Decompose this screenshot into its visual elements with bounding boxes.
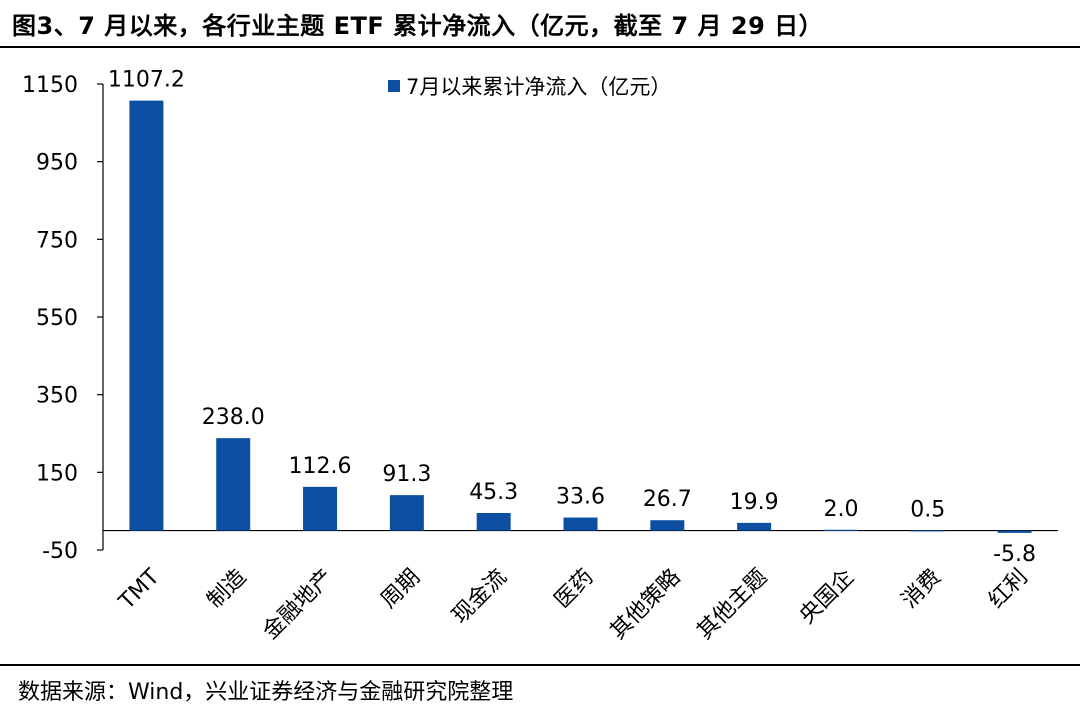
bar <box>476 512 511 531</box>
x-tick-label: 周期 <box>376 565 425 614</box>
legend-swatch <box>388 80 400 92</box>
data-label: 91.3 <box>382 462 431 487</box>
x-tick-label: 制造 <box>203 565 252 614</box>
bar <box>910 530 945 532</box>
data-label: 112.6 <box>289 454 352 479</box>
x-tick-label: 其他策略 <box>606 565 686 645</box>
bar <box>737 522 772 531</box>
y-tick-label: 150 <box>36 461 78 486</box>
data-label: -5.8 <box>993 542 1036 567</box>
x-tick-label: 医药 <box>550 565 599 614</box>
data-label: 45.3 <box>469 480 518 505</box>
y-tick-label: 750 <box>36 228 78 253</box>
y-tick-label: 350 <box>36 384 78 409</box>
legend: 7月以来累计净流入（亿元） <box>388 75 671 99</box>
bar-series: 1107.2 TMT 238.0 制造 112.6 金融地产 91.3 周期 45.3 现金流 33… <box>108 68 1036 645</box>
source-note: 数据来源：Wind，兴业证券经济与金融研究院整理 <box>18 680 514 705</box>
y-tick-label: -50 <box>42 539 78 564</box>
bar <box>216 438 251 531</box>
y-tick-label: 950 <box>36 151 78 176</box>
data-label: 2.0 <box>823 497 858 522</box>
bar <box>997 530 1032 533</box>
x-tick-label: 消费 <box>897 565 946 614</box>
bar <box>129 100 164 531</box>
x-tick-label: 红利 <box>984 565 1033 614</box>
bar <box>303 486 338 531</box>
data-label: 26.7 <box>643 487 692 512</box>
title-divider <box>0 46 1080 48</box>
footer-divider <box>0 664 1080 666</box>
x-tick-label: 其他主题 <box>692 565 772 645</box>
data-label: 238.0 <box>202 405 265 430</box>
bar <box>823 529 858 531</box>
chart-title: 图3、7 月以来，各行业主题 ETF 累计净流入（亿元，截至 7 月 29 日） <box>12 12 824 40</box>
data-label: 19.9 <box>730 490 779 515</box>
y-tick-label: 550 <box>36 306 78 331</box>
y-tick-label: 1150 <box>22 73 78 98</box>
y-axis: -50 150 350 550 750 950 1150 <box>22 73 1058 564</box>
x-tick-label: 现金流 <box>448 565 512 629</box>
bar <box>389 495 424 531</box>
x-tick-label: 金融地产 <box>258 565 338 645</box>
legend-label: 7月以来累计净流入（亿元） <box>406 75 671 99</box>
x-tick-label: TMT <box>114 564 165 615</box>
x-tick-label: 央国企 <box>795 565 859 629</box>
data-label: 1107.2 <box>108 68 185 93</box>
bar <box>650 520 685 531</box>
data-label: 33.6 <box>556 485 605 510</box>
bar <box>563 517 598 531</box>
data-label: 0.5 <box>910 497 945 522</box>
